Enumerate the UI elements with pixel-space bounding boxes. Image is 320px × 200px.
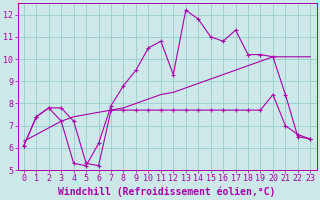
- X-axis label: Windchill (Refroidissement éolien,°C): Windchill (Refroidissement éolien,°C): [58, 186, 276, 197]
